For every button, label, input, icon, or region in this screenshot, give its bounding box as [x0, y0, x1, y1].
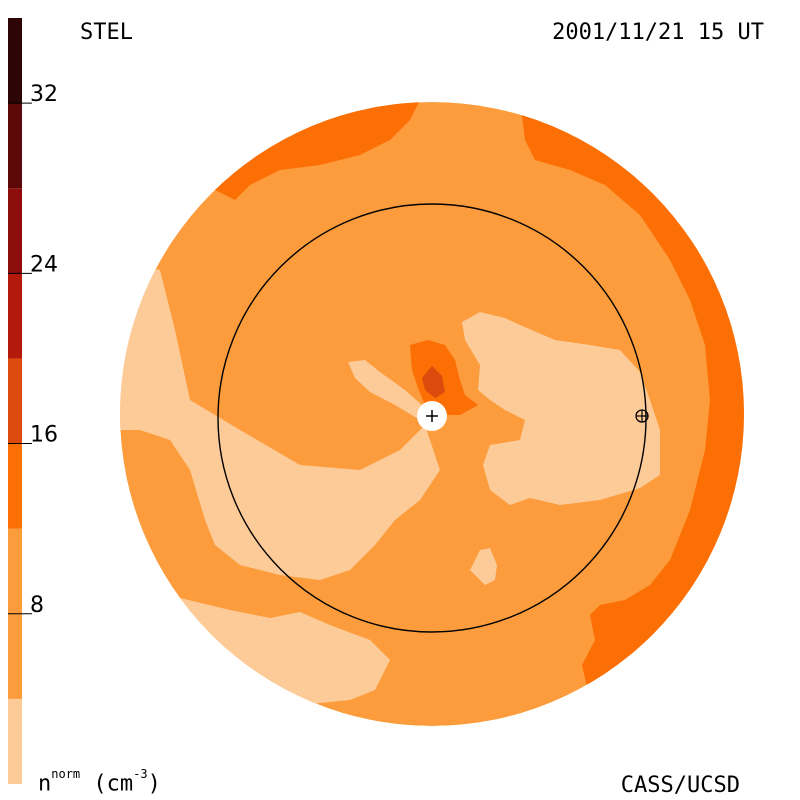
- one-au-circle: [217, 203, 647, 633]
- colorbar-tick-label: 8: [30, 593, 44, 618]
- colorbar-tick-label: 32: [30, 82, 58, 107]
- density-region-low-west: [120, 260, 440, 580]
- credit-label: CASS/UCSD: [620, 773, 740, 798]
- observatory-label: STEL: [80, 20, 133, 45]
- colorbar-level-4: [8, 273, 22, 359]
- colorbar-label-exponent: -3: [133, 767, 148, 781]
- density-region-high-center: [410, 340, 478, 415]
- colorbar-level-0: [8, 698, 22, 784]
- density-region-low-wedge: [348, 360, 425, 420]
- colorbar-label-superscript: norm: [51, 767, 81, 781]
- colorbar-tick-label: 24: [30, 252, 58, 277]
- density-region-peak: [422, 366, 445, 398]
- density-region-low-spot: [470, 548, 497, 585]
- colorbar-level-6: [8, 103, 22, 189]
- sun-marker: [417, 401, 447, 431]
- colorbar-label-unit: (cm: [93, 771, 134, 797]
- colorbar-level-7: [8, 18, 22, 104]
- datetime-label: 2001/11/21 15 UT: [552, 20, 764, 45]
- colorbar-level-3: [8, 358, 22, 444]
- colorbar-label-symbol: n: [38, 771, 52, 797]
- density-region-low-east: [462, 312, 660, 505]
- colorbar-level-2: [8, 443, 22, 529]
- earth-marker: [635, 409, 649, 423]
- colorbar-level-5: [8, 188, 22, 274]
- colorbar-tick-label: 16: [30, 423, 58, 448]
- colorbar-label-close: ): [147, 771, 161, 797]
- colorbar-label: nnorm (cm-3): [38, 768, 161, 797]
